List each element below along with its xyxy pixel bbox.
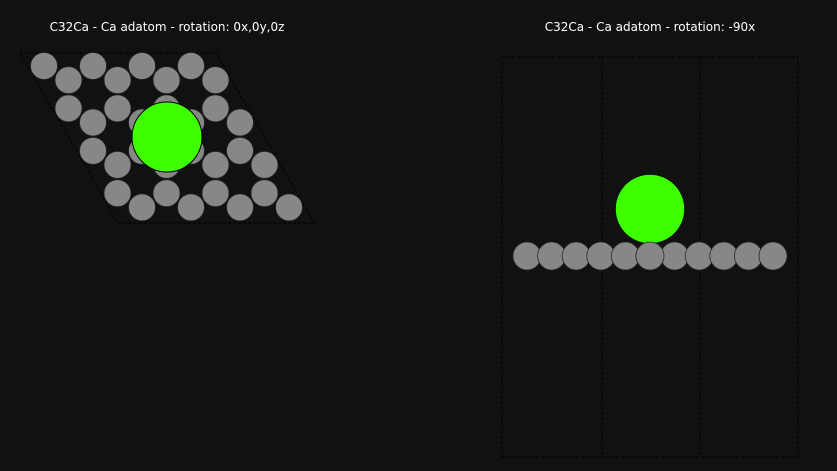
carbon-atom [709, 241, 739, 271]
carbon-atom [537, 241, 566, 271]
carbon-atom [54, 94, 83, 123]
carbon-atom [201, 94, 230, 123]
carbon-atom [275, 193, 303, 222]
carbon-atom [561, 241, 591, 271]
carbon-atom [79, 136, 107, 165]
carbon-atom [128, 193, 156, 222]
carbon-atom [512, 241, 542, 271]
carbon-atom [758, 241, 788, 271]
carbon-atom [226, 136, 254, 165]
calcium-adatom [131, 101, 203, 173]
unit-cell-outline [501, 56, 799, 458]
carbon-atom [611, 241, 640, 271]
carbon-atom [586, 241, 616, 271]
carbon-atom [201, 66, 230, 94]
carbon-atom [128, 52, 156, 80]
top-view-panel [19, 52, 315, 224]
carbon-atom [201, 179, 230, 208]
carbon-atom [734, 241, 763, 271]
carbon-atom [152, 66, 181, 94]
carbon-atom [54, 66, 83, 94]
carbon-atom [177, 52, 205, 80]
carbon-atom [79, 108, 107, 137]
side-view-panel [501, 56, 799, 458]
panel-title-top-view: C32Ca - Ca adatom - rotation: 0x,0y,0z [50, 20, 285, 34]
carbon-atom [635, 241, 665, 271]
carbon-atom [79, 52, 107, 80]
carbon-atom [103, 150, 132, 179]
carbon-atom [250, 150, 279, 179]
panel-title-side-view: C32Ca - Ca adatom - rotation: -90x [545, 20, 756, 34]
carbon-atom [30, 52, 58, 80]
carbon-atom [103, 179, 132, 208]
carbon-atom [226, 193, 254, 222]
carbon-atom [226, 108, 254, 137]
carbon-atom [201, 150, 230, 179]
calcium-adatom [615, 174, 685, 244]
carbon-atom [103, 66, 132, 94]
carbon-atom [660, 241, 689, 271]
carbon-atom [177, 193, 205, 222]
unit-cell-outline [19, 52, 315, 224]
carbon-atom [684, 241, 714, 271]
carbon-atom [152, 179, 181, 208]
carbon-atom [250, 179, 279, 208]
carbon-atom [103, 94, 132, 123]
